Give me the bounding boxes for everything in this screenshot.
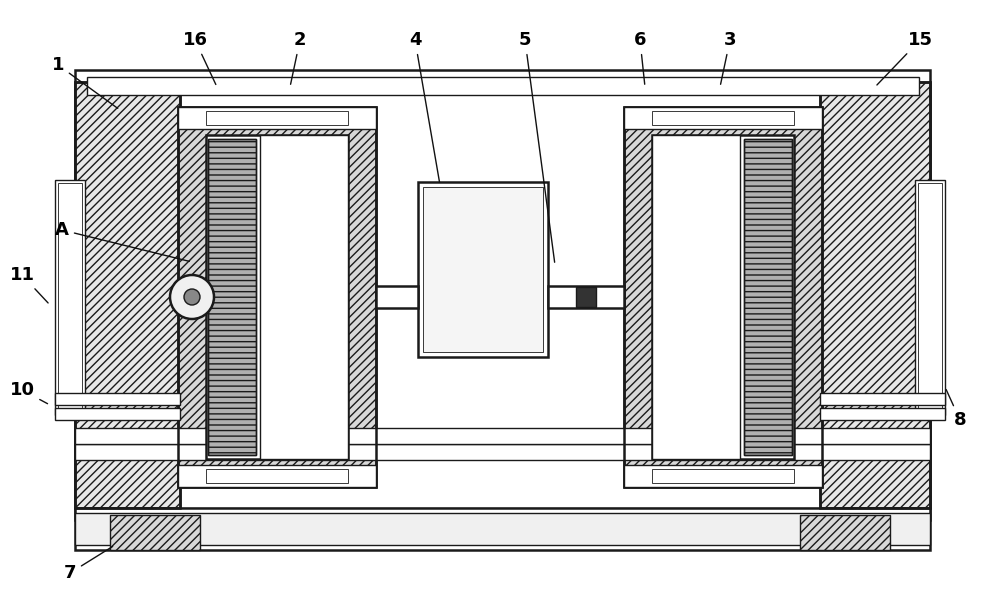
- Bar: [820, 82, 930, 508]
- Bar: [624, 465, 822, 487]
- Text: 15: 15: [877, 31, 932, 85]
- Bar: [55, 180, 85, 415]
- Text: 6: 6: [634, 31, 646, 84]
- Bar: [744, 139, 792, 455]
- Bar: [75, 70, 930, 520]
- Text: 16: 16: [182, 31, 216, 85]
- Bar: [55, 393, 180, 405]
- Bar: [178, 107, 376, 487]
- Bar: [624, 107, 822, 487]
- Bar: [800, 515, 890, 550]
- Bar: [206, 111, 348, 125]
- Bar: [75, 82, 180, 508]
- Bar: [208, 139, 256, 455]
- Bar: [206, 469, 348, 483]
- Bar: [918, 183, 942, 412]
- Text: 3: 3: [721, 31, 736, 84]
- Bar: [55, 408, 180, 420]
- Bar: [652, 135, 794, 459]
- Bar: [178, 107, 376, 129]
- Bar: [208, 139, 256, 455]
- Text: 8: 8: [946, 390, 966, 429]
- Bar: [58, 183, 82, 412]
- Bar: [652, 111, 794, 125]
- Bar: [376, 286, 418, 308]
- Bar: [652, 135, 740, 459]
- Circle shape: [184, 289, 200, 305]
- Bar: [624, 107, 822, 129]
- Bar: [423, 187, 543, 352]
- Bar: [652, 469, 794, 483]
- Bar: [744, 139, 792, 455]
- Text: 1: 1: [52, 56, 118, 108]
- Bar: [178, 107, 376, 487]
- Bar: [87, 77, 919, 95]
- Bar: [624, 107, 822, 487]
- Bar: [75, 513, 930, 545]
- Bar: [75, 444, 930, 460]
- Bar: [206, 135, 348, 459]
- Text: 11: 11: [10, 266, 48, 303]
- Bar: [75, 428, 930, 444]
- Bar: [418, 182, 548, 357]
- Bar: [820, 393, 945, 405]
- Bar: [75, 508, 930, 550]
- Text: 7: 7: [64, 546, 113, 582]
- Bar: [260, 135, 348, 459]
- Circle shape: [170, 275, 214, 319]
- Bar: [576, 287, 596, 307]
- Text: 4: 4: [409, 31, 440, 182]
- Bar: [87, 82, 918, 508]
- Bar: [548, 286, 624, 308]
- Bar: [820, 408, 945, 420]
- Bar: [820, 82, 930, 508]
- Bar: [75, 82, 180, 508]
- Text: 5: 5: [519, 31, 555, 262]
- Text: 10: 10: [10, 381, 48, 404]
- Bar: [178, 465, 376, 487]
- Bar: [915, 180, 945, 415]
- Bar: [110, 515, 200, 550]
- Text: 2: 2: [291, 31, 306, 84]
- Text: A: A: [55, 221, 189, 261]
